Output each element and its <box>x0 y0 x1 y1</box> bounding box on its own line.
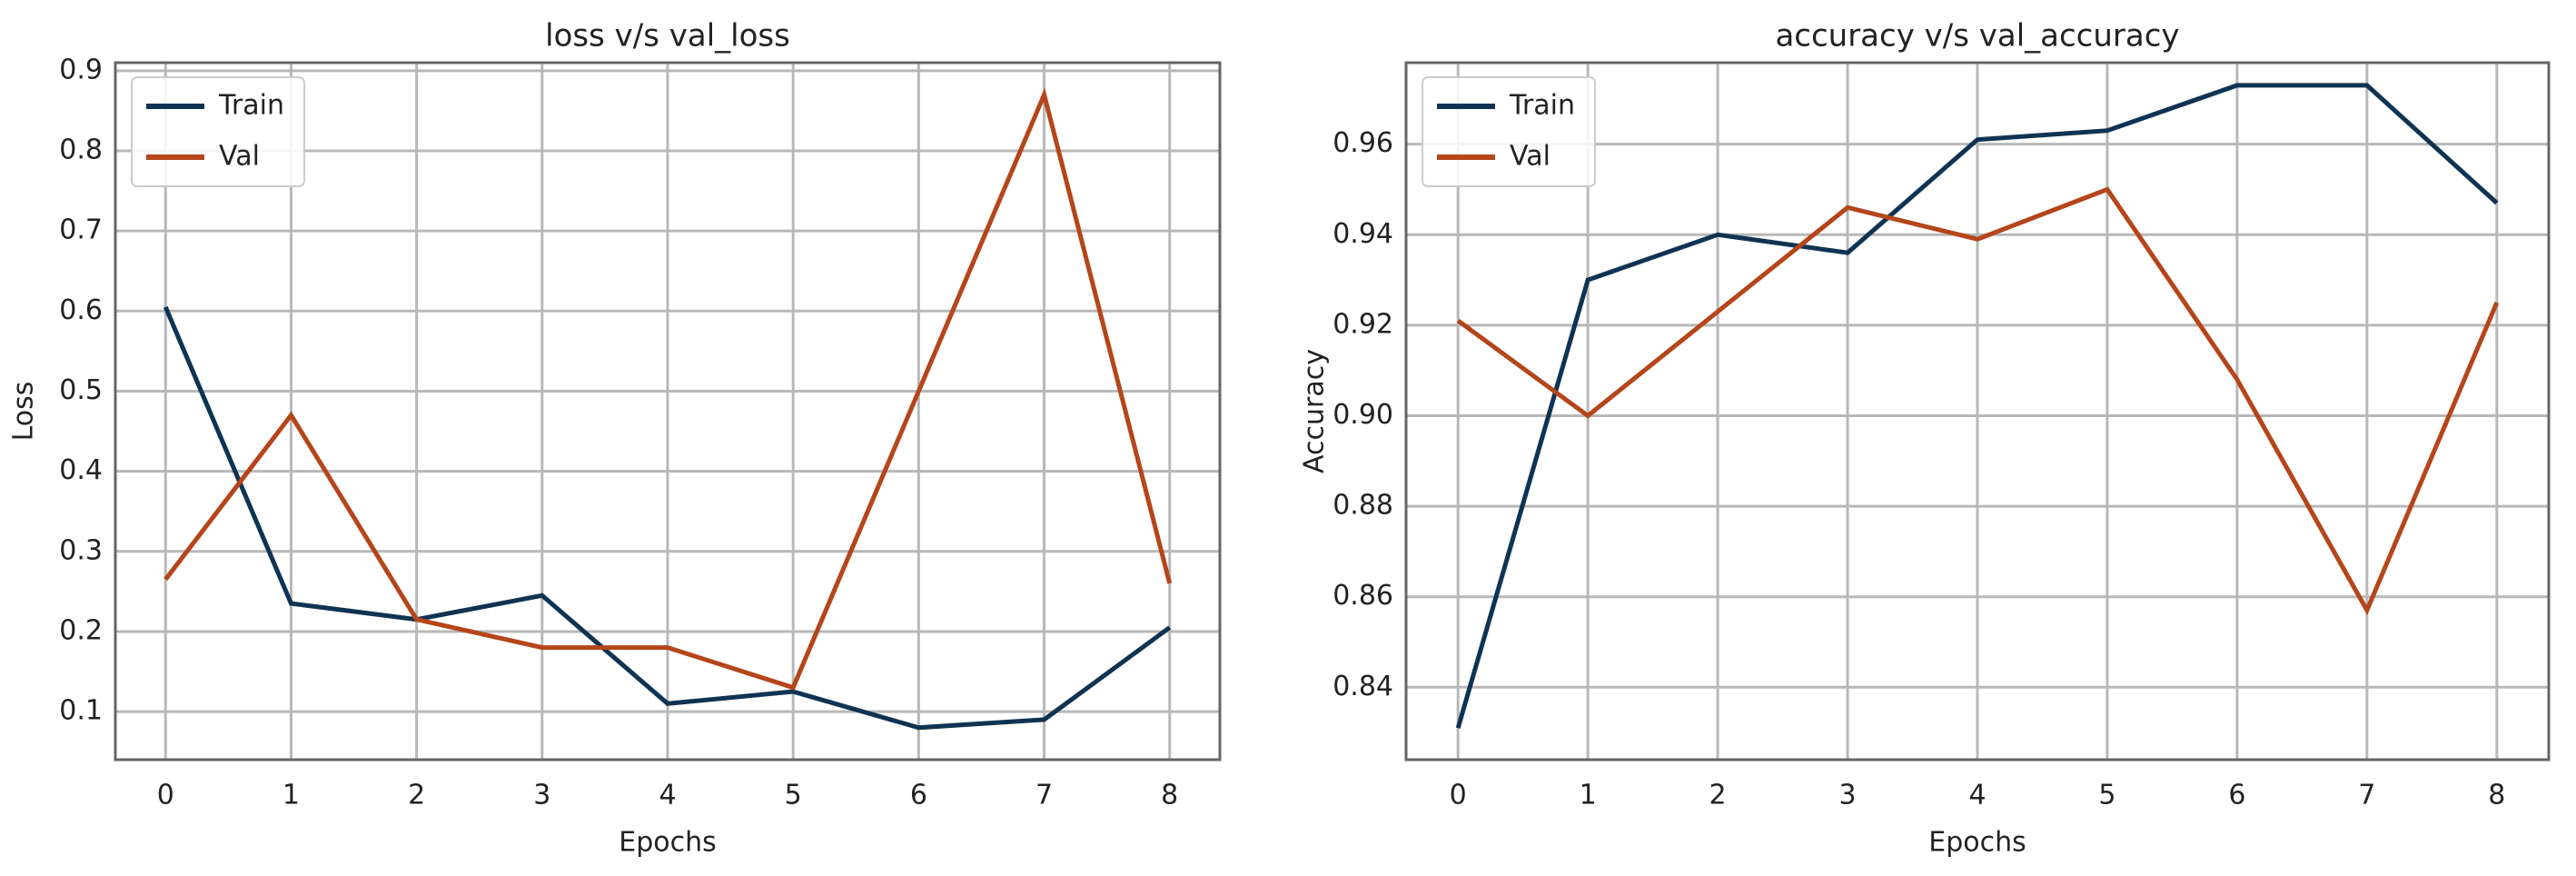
x-tick-label: 2 <box>408 780 425 811</box>
x-tick-label: 3 <box>1838 780 1856 811</box>
y-tick-label: 0.6 <box>59 294 103 326</box>
x-tick-label: 2 <box>1709 780 1727 811</box>
y-tick-label: 0.7 <box>59 214 103 246</box>
line-series <box>163 87 1173 691</box>
x-axis-label: Epochs <box>1928 827 2026 859</box>
x-tick-label: 8 <box>2488 780 2505 811</box>
line-series <box>1456 186 2500 616</box>
legend-label: Val <box>1510 141 1551 173</box>
y-tick-label: 0.9 <box>59 54 103 85</box>
y-tick-label: 0.8 <box>59 134 103 165</box>
legend-label: Train <box>1509 90 1575 122</box>
x-tick-label: 5 <box>785 780 802 811</box>
x-tick-label: 3 <box>533 780 550 811</box>
y-tick-label: 0.94 <box>1333 218 1393 250</box>
y-axis-label: Accuracy <box>1299 349 1331 473</box>
y-tick-label: 0.3 <box>59 534 103 566</box>
legend-label: Train <box>218 90 284 122</box>
plot-frame <box>114 61 1222 762</box>
x-tick-label: 6 <box>2228 780 2245 811</box>
x-tick-label: 1 <box>1580 780 1597 811</box>
x-tick-label: 1 <box>282 780 300 811</box>
y-tick-label: 0.84 <box>1333 671 1393 702</box>
plot-frame <box>1404 61 2551 762</box>
line-series <box>163 305 1172 731</box>
x-tick-label: 0 <box>157 780 174 811</box>
x-tick-label: 5 <box>2098 780 2115 811</box>
y-tick-label: 0.4 <box>59 454 103 486</box>
y-tick-label: 0.96 <box>1333 127 1393 159</box>
y-tick-label: 0.86 <box>1333 580 1393 612</box>
legend-label: Val <box>219 141 260 173</box>
y-tick-label: 0.1 <box>59 695 103 727</box>
x-tick-label: 7 <box>2358 780 2375 811</box>
x-tick-label: 4 <box>659 780 676 811</box>
line-series <box>1455 83 2499 729</box>
y-tick-label: 0.88 <box>1333 490 1393 522</box>
y-tick-label: 0.92 <box>1333 308 1393 340</box>
y-tick-label: 0.90 <box>1333 399 1393 431</box>
x-tick-label: 6 <box>910 780 927 811</box>
y-tick-label: 0.5 <box>59 374 103 406</box>
x-axis-label: Epochs <box>619 827 717 859</box>
x-tick-label: 8 <box>1161 780 1178 811</box>
y-axis-label: Loss <box>8 382 40 442</box>
chart-title: loss v/s val_loss <box>545 18 790 55</box>
chart-title: accuracy v/s val_accuracy <box>1775 18 2179 55</box>
x-tick-label: 7 <box>1035 780 1053 811</box>
x-tick-label: 4 <box>1968 780 1986 811</box>
y-tick-label: 0.2 <box>59 614 103 646</box>
x-tick-label: 0 <box>1450 780 1467 811</box>
